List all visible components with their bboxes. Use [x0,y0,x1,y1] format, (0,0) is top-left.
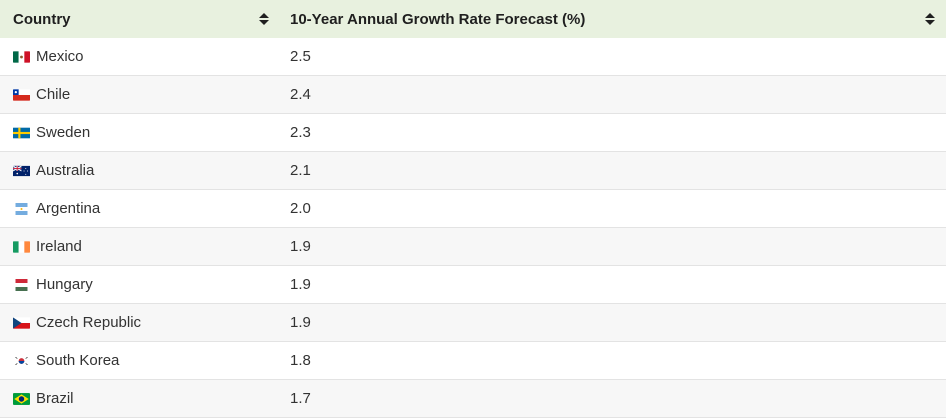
australia-flag-icon [13,164,30,177]
table-row: Hungary 1.9 [0,266,946,304]
table-header: Country 10-Year Annual Growth Rate Forec… [0,0,946,38]
hungary-flag-icon [13,278,30,291]
table-body: Mexico 2.5 Chile 2.4 Sweden 2.3 [0,38,946,418]
country-name: Australia [36,162,95,179]
ireland-flag-icon [13,240,30,253]
growth-rate-cell: 2.0 [290,200,311,217]
growth-rate-cell: 1.9 [290,314,311,331]
sort-icon[interactable] [924,12,936,26]
country-cell: Chile [0,86,280,103]
sweden-flag-icon [13,127,30,139]
argentina-flag-icon [13,202,30,215]
table-row: Brazil 1.7 [0,380,946,418]
growth-rate-cell: 2.3 [290,124,311,141]
sort-icon[interactable] [258,12,270,26]
country-cell: Australia [0,162,280,179]
table-row: South Korea 1.8 [0,342,946,380]
table-row: Mexico 2.5 [0,38,946,76]
growth-rate-cell: 1.9 [290,238,311,255]
country-cell: Mexico [0,48,280,65]
country-cell: Ireland [0,238,280,255]
brazil-flag-icon [13,392,30,405]
country-cell: Hungary [0,276,280,293]
country-cell: South Korea [0,352,280,369]
country-cell: Argentina [0,200,280,217]
country-name: Sweden [36,124,91,141]
country-cell: Brazil [0,390,280,407]
country-name: Mexico [36,48,84,65]
chile-flag-icon [13,88,30,101]
country-cell: Sweden [0,124,280,141]
column-header-label: 10-Year Annual Growth Rate Forecast (%) [290,10,586,28]
country-name: Brazil [36,390,74,407]
czech-republic-flag-icon [13,316,30,329]
growth-rate-cell: 1.7 [290,390,311,407]
table-row: Czech Republic 1.9 [0,304,946,342]
table-row: Chile 2.4 [0,76,946,114]
country-name: South Korea [36,352,120,369]
country-name: Czech Republic [36,314,142,331]
table-row: Australia 2.1 [0,152,946,190]
table-row: Argentina 2.0 [0,190,946,228]
south-korea-flag-icon [13,354,30,367]
growth-rate-cell: 2.5 [290,48,311,65]
mexico-flag-icon [13,50,30,63]
country-name: Hungary [36,276,93,293]
country-cell: Czech Republic [0,314,280,331]
column-header-label: Country [13,10,71,28]
growth-rate-cell: 1.9 [290,276,311,293]
table-row: Sweden 2.3 [0,114,946,152]
growth-rate-cell: 1.8 [290,352,311,369]
column-header-growth-rate[interactable]: 10-Year Annual Growth Rate Forecast (%) [280,0,946,38]
growth-rate-cell: 2.4 [290,86,311,103]
country-name: Chile [36,86,71,103]
growth-rate-cell: 2.1 [290,162,311,179]
country-name: Ireland [36,238,82,255]
table-row: Ireland 1.9 [0,228,946,266]
column-header-country[interactable]: Country [0,0,280,38]
country-name: Argentina [36,200,101,217]
